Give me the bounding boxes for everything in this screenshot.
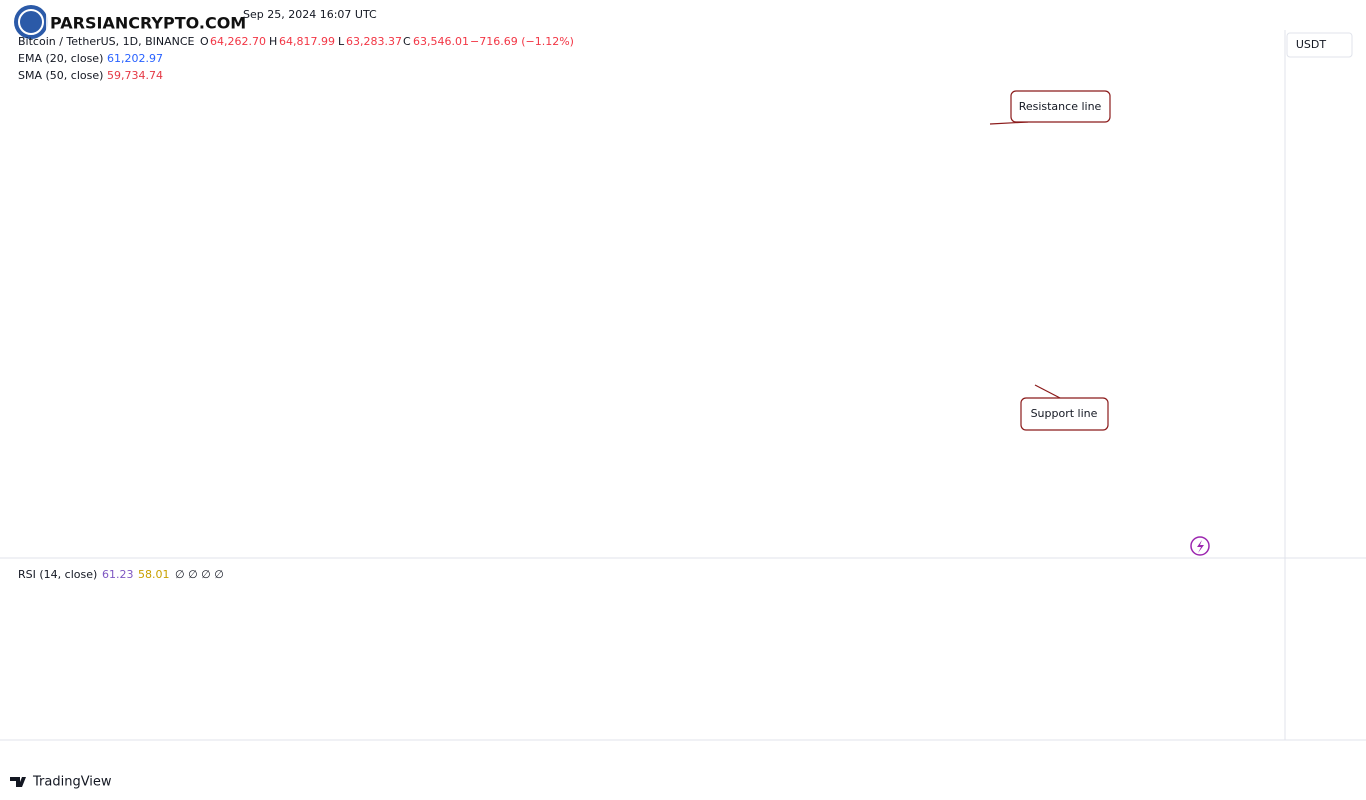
legend-value: 61.23 <box>102 568 134 581</box>
symbol-title: Bitcoin / TetherUS, 1D, BINANCE <box>18 35 195 48</box>
ohlc-value: 64,817.99 <box>279 35 335 48</box>
unit-button[interactable] <box>1286 32 1353 58</box>
ohlc-value: 63,283.37 <box>346 35 402 48</box>
legend-placeholders: ∅ ∅ ∅ ∅ <box>175 568 224 581</box>
brand-text: PARSIANCRYPTO.COM <box>50 14 246 33</box>
ohlc-key: L <box>338 35 345 48</box>
legend-value: 59,734.74 <box>107 69 163 82</box>
ohlc-value: 63,546.01 <box>413 35 469 48</box>
ohlc-value: 64,262.70 <box>210 35 266 48</box>
legend-name: EMA (20, close) <box>18 52 103 65</box>
annotation-pointer <box>1034 384 1063 400</box>
annotation-box <box>1020 397 1109 431</box>
ohlc-key: O <box>200 35 209 48</box>
brand: PARSIANCRYPTO.COM <box>14 5 246 39</box>
unit-label[interactable]: USDT <box>1296 38 1327 51</box>
legend-value: 61,202.97 <box>107 52 163 65</box>
timestamp: Sep 25, 2024 16:07 UTC <box>243 8 377 21</box>
ohlc-key: C <box>403 35 411 48</box>
support-annotation: Support line <box>1020 384 1109 431</box>
resistance-annotation: Resistance line <box>989 90 1111 125</box>
price-change: −716.69 (−1.12%) <box>470 35 574 48</box>
ohlc-key: H <box>269 35 277 48</box>
annotation-box <box>1010 90 1111 123</box>
legend-value: 58.01 <box>138 568 170 581</box>
footer-brand: TradingView <box>32 775 112 790</box>
alert-icon-bolt[interactable] <box>1197 540 1204 553</box>
annotation-text: Resistance line <box>1019 100 1102 113</box>
brand-bg <box>46 12 236 34</box>
alert-icon[interactable] <box>1190 536 1210 556</box>
footer-logo <box>10 777 26 787</box>
legend-name: RSI (14, close) <box>18 568 97 581</box>
annotation-text: Support line <box>1031 407 1098 420</box>
legend-name: SMA (50, close) <box>18 69 103 82</box>
brand-logo-ring <box>18 9 44 35</box>
